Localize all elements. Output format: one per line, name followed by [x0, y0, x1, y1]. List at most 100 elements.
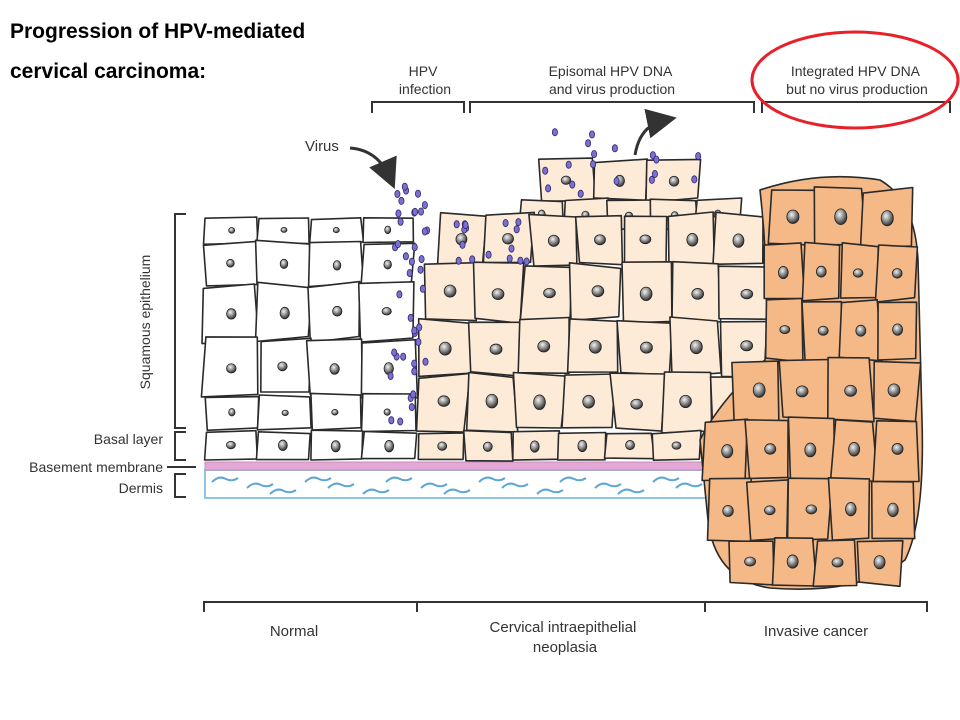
virus-particles [387, 128, 702, 426]
cell-nucleus [778, 266, 789, 280]
virus-particle [421, 201, 428, 210]
virus-particle [416, 323, 423, 332]
bracket-dermis [174, 473, 186, 498]
cell-nucleus [482, 441, 493, 452]
cell-nucleus [543, 287, 556, 299]
cell-nucleus [332, 305, 343, 317]
dermis-wave [362, 488, 390, 495]
bracket-squamous [174, 213, 186, 429]
cell-nucleus [804, 442, 817, 458]
dermis-wave [594, 482, 622, 489]
cell-nucleus [226, 308, 237, 320]
cell-nucleus [588, 340, 602, 354]
cell-nucleus [329, 363, 340, 375]
label-invasive-cancer: Invasive cancer [764, 623, 868, 640]
virus-particle [402, 252, 409, 261]
cell-nucleus [228, 408, 236, 417]
dermis-wave [420, 482, 448, 489]
virus-particle [417, 265, 424, 274]
label-episomal: Episomal HPV DNA and virus production [549, 63, 676, 97]
cell-nucleus [805, 504, 818, 515]
cell-nucleus [489, 343, 503, 355]
cell-nucleus [582, 394, 595, 409]
title-line-1: Progression of HPV-mediated [10, 20, 306, 43]
label-hpv-infection: HPV infection [399, 63, 451, 97]
virus-particle [648, 175, 655, 184]
virus-particle [653, 155, 660, 164]
virus-particle [591, 150, 598, 159]
virus-particle [417, 207, 424, 216]
virus-particle [515, 218, 522, 227]
cell-nucleus [779, 325, 791, 335]
cell-nucleus [668, 175, 680, 187]
cell-nucleus [752, 382, 766, 398]
cell-nucleus [740, 340, 754, 352]
virus-particle [401, 182, 408, 191]
virus-particle [397, 217, 404, 226]
label-normal: Normal [270, 623, 318, 640]
bracket-basal [174, 431, 186, 461]
cell-nucleus [443, 284, 457, 298]
virus-particle [408, 257, 415, 266]
cell-nucleus [226, 440, 236, 450]
cell-nucleus [226, 258, 235, 268]
cell-nucleus [671, 441, 682, 450]
virus-particle [408, 403, 415, 412]
cell-nucleus [384, 225, 392, 234]
cell-nucleus [691, 288, 705, 300]
virus-particle [462, 220, 469, 229]
virus-particle [506, 254, 513, 263]
label-integrated: Integrated HPV DNA but no virus producti… [786, 63, 928, 97]
cell-nucleus [630, 398, 643, 410]
virus-particle [523, 257, 530, 266]
virus-particle [411, 367, 418, 376]
cell-nucleus [279, 306, 290, 320]
dermis-wave [559, 476, 587, 483]
dermis-wave [327, 482, 355, 489]
cell-nucleus [852, 268, 864, 278]
cell-nucleus [594, 234, 606, 246]
virus-particle [551, 128, 558, 137]
cell-nucleus [817, 325, 829, 336]
cell-nucleus [560, 175, 572, 185]
virus-particle [577, 189, 584, 198]
dermis-band [204, 469, 716, 499]
cell-nucleus [537, 340, 551, 353]
virus-particle [569, 180, 576, 189]
dermis-wave [246, 482, 274, 489]
virus-particle [455, 256, 462, 265]
cell-nucleus [228, 227, 236, 234]
virus-particle [394, 240, 401, 249]
cell-nucleus [892, 323, 903, 336]
cell-nucleus [281, 409, 289, 417]
cell-nucleus [816, 265, 827, 278]
virus-particle [410, 390, 417, 399]
cell-nucleus [855, 324, 867, 337]
cell-nucleus [279, 258, 289, 269]
virus-particle [415, 337, 422, 346]
label-dermis: Dermis [119, 480, 163, 496]
cell-nucleus [732, 233, 745, 248]
cell-nucleus [277, 439, 288, 451]
virus-particle [398, 196, 405, 205]
virus-particle [651, 169, 658, 178]
cell-nucleus [331, 409, 339, 416]
dermis-wave [675, 482, 703, 489]
virus-particle [395, 209, 402, 218]
virus-label: Virus [305, 138, 339, 155]
virus-particle [590, 160, 597, 169]
cell-nucleus [577, 439, 588, 453]
virus-particle [411, 326, 418, 335]
cell-nucleus [383, 259, 392, 270]
dermis-wave [304, 476, 332, 483]
cell-nucleus [226, 363, 237, 374]
dermis-wave [443, 488, 471, 495]
cell-nucleus [880, 210, 894, 227]
cell-nucleus [330, 440, 341, 453]
cell-nucleus [686, 233, 699, 247]
dermis-wave [478, 476, 506, 483]
virus-particle [394, 189, 401, 198]
virus-particle [517, 256, 524, 265]
dermis-wave [501, 482, 529, 489]
